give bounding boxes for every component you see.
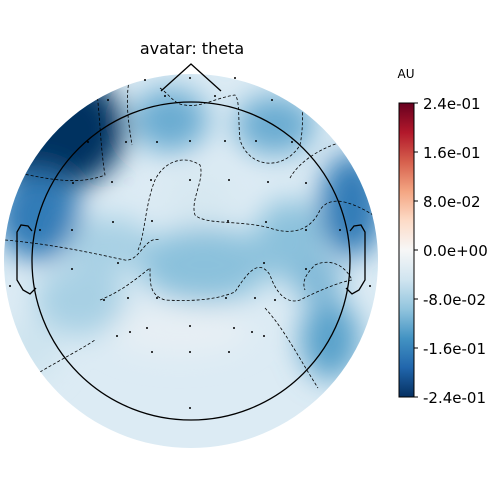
sensor-dot [72,182,74,184]
sensor-dot [305,182,307,184]
contour-line [159,87,306,164]
field-region [68,217,152,273]
sensor-dot [305,229,307,231]
contour-line [137,159,378,251]
right-ear-outline [345,224,366,295]
sensor-dot [255,140,257,142]
sensor-dot [189,407,191,409]
chart-title: avatar: theta [140,39,244,58]
sensor-dot [263,262,265,264]
colorbar-tick-label: -2.4e-01 [423,389,486,407]
sensor-dot [87,141,89,143]
sensor-dot [225,297,227,299]
sensor-dot [71,268,73,270]
field-region [235,95,315,155]
sensor-dot [117,262,119,264]
sensor-dot [156,141,158,143]
sensor-dot [227,220,229,222]
sensor-dot [263,335,265,337]
sensor-dot [189,179,191,181]
colorbar-tick-label: 8.0e-02 [423,193,481,211]
sensor-dot [291,141,293,143]
sensor-dot [369,285,371,287]
contour-line [39,339,96,373]
colorbar: AU 2.4e-01 1.6e-01 8.0e-02 0.0e+00 -8.0e-02 -… [398,67,488,407]
contour-line [264,307,319,389]
sensor-dot [265,221,267,223]
sensor-dot [228,351,230,353]
sensor-dot [254,297,256,299]
sensor-dot [127,297,129,299]
sensor-dot [111,181,113,183]
field-region [165,172,235,228]
topomap-field [4,74,378,448]
sensor-dot [224,140,226,142]
sensor-dot [189,77,191,79]
sensor-dot [164,95,166,97]
field-region [132,88,208,152]
sensor-dot [125,141,127,143]
field-region [110,305,250,355]
sensor-dot [339,229,341,231]
sensor-dot [144,79,146,81]
sensor-dot [251,331,253,333]
colorbar-tick-label: 2.4e-01 [423,95,481,113]
sensor-markers [9,77,371,409]
sensor-dot [274,299,276,301]
head-outline [16,63,366,421]
sensor-dot [39,229,41,231]
sensor-dot [129,331,131,333]
colorbar-tick-label: -1.6e-01 [423,340,486,358]
sensor-dot [150,179,152,181]
sensor-dot [214,95,216,97]
field-region [255,200,325,280]
sensor-dot [228,179,230,181]
field-region [4,320,60,380]
sensor-dot [151,351,153,353]
sensor-dot [146,327,148,329]
field-region [35,265,125,335]
sensor-dot [305,268,307,270]
field-region [293,258,343,302]
colorbar-gradient [398,102,415,398]
colorbar-unit-label: AU [398,67,415,81]
sensor-dot [71,229,73,231]
colorbar-tick-label: 1.6e-01 [423,144,481,162]
field-region [320,153,378,257]
head-circle [31,101,351,421]
sensor-dot [112,221,114,223]
sensor-dot [116,335,118,337]
sensor-dot [156,297,158,299]
sensor-dot [103,299,105,301]
sensor-dot [189,351,191,353]
left-ear-outline [16,224,37,295]
sensor-dot [151,220,153,222]
sensor-dot [189,325,191,327]
contour-line [14,77,106,181]
sensor-dot [189,140,191,142]
sensor-dot [267,181,269,183]
sensor-dot [107,99,109,101]
sensor-dot [271,99,273,101]
colorbar-tick-label: -8.0e-02 [423,291,486,309]
nose-outline [160,63,222,92]
colorbar-tick-label: 0.0e+00 [423,242,488,260]
field-region [140,227,270,303]
sensor-dot [234,77,236,79]
sensor-dot [233,327,235,329]
sensor-dot [9,285,11,287]
